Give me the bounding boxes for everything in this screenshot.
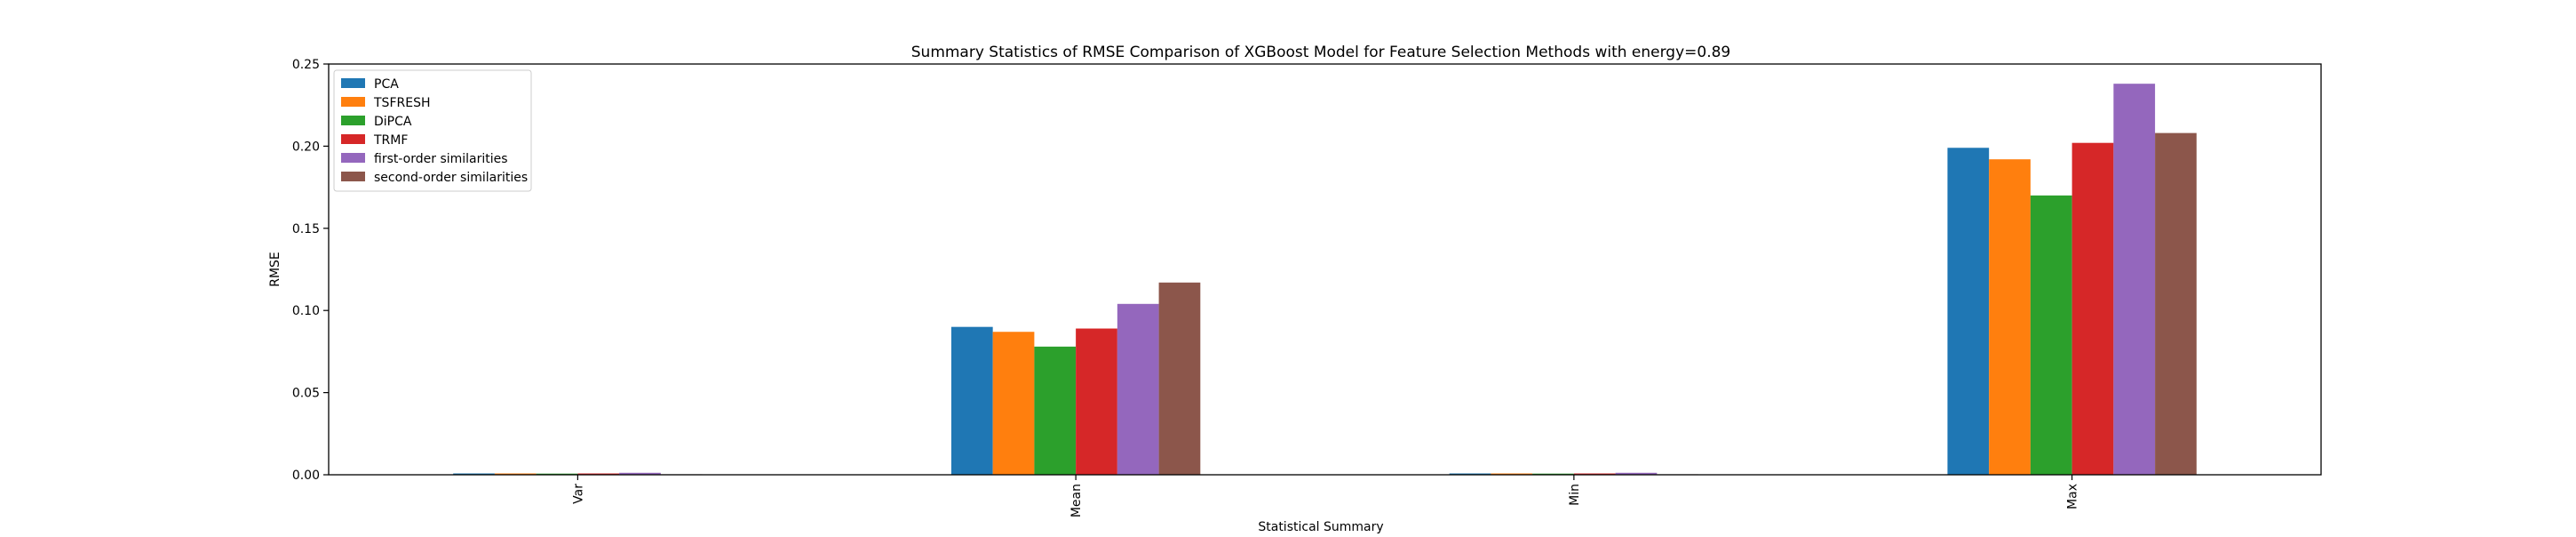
- y-axis: 0.00 0.05 0.10 0.15 0.20 0.25: [292, 58, 329, 483]
- legend-swatch: [341, 172, 365, 181]
- x-tick-label: Mean: [1069, 484, 1084, 517]
- bar: [2030, 195, 2072, 475]
- y-tick-label: 0.05: [292, 387, 320, 401]
- x-tick-label: Max: [2066, 484, 2080, 509]
- y-tick-label: 0.15: [292, 222, 320, 236]
- chart-title: Summary Statistics of RMSE Comparison of…: [911, 44, 1731, 61]
- legend-label: first-order similarities: [374, 152, 508, 166]
- bar: [1034, 346, 1077, 475]
- bar: [1491, 473, 1533, 475]
- bar: [494, 473, 537, 475]
- bar: [1449, 473, 1491, 475]
- y-tick-label: 0.20: [292, 140, 320, 154]
- x-axis-label: Statistical Summary: [1258, 520, 1383, 533]
- bar: [2071, 142, 2114, 476]
- bar: [2113, 84, 2156, 476]
- bar: [992, 332, 1035, 475]
- legend-frame: [333, 69, 532, 192]
- y-tick-label: 0.10: [292, 304, 320, 318]
- bar: [1117, 303, 1159, 475]
- bar: [1573, 473, 1616, 475]
- bar: [453, 473, 495, 475]
- x-tick-label: Min: [1568, 484, 1582, 506]
- bar: [1615, 472, 1658, 475]
- legend-label: TRMF: [373, 133, 408, 148]
- legend-swatch: [341, 153, 365, 163]
- bar: [1989, 159, 2031, 475]
- y-tick-label: 0.25: [292, 58, 320, 72]
- y-axis-label: RMSE: [268, 252, 282, 287]
- bars-layer: [453, 84, 2197, 476]
- legend-label: second-order similarities: [374, 171, 528, 185]
- x-axis: Var Mean Min Max: [571, 475, 2080, 517]
- bar: [577, 473, 620, 475]
- legend-swatch: [341, 78, 365, 88]
- bar: [619, 472, 661, 475]
- plot-area-frame: [328, 63, 2322, 476]
- bar: [1158, 282, 1201, 475]
- bar: [950, 326, 993, 475]
- bar: [2155, 132, 2197, 475]
- legend: PCA TSFRESH DiPCA TRMF first-order similarit…: [333, 69, 532, 192]
- bar: [1076, 328, 1117, 475]
- bar: [1947, 148, 1990, 476]
- legend-swatch: [341, 134, 365, 144]
- legend-label: PCA: [374, 77, 399, 92]
- legend-swatch: [341, 116, 365, 125]
- legend-label: DiPCA: [374, 115, 412, 129]
- legend-label: TSFRESH: [373, 96, 430, 110]
- x-tick-label: Var: [571, 484, 585, 504]
- y-tick-label: 0.00: [292, 469, 320, 483]
- legend-swatch: [341, 97, 365, 107]
